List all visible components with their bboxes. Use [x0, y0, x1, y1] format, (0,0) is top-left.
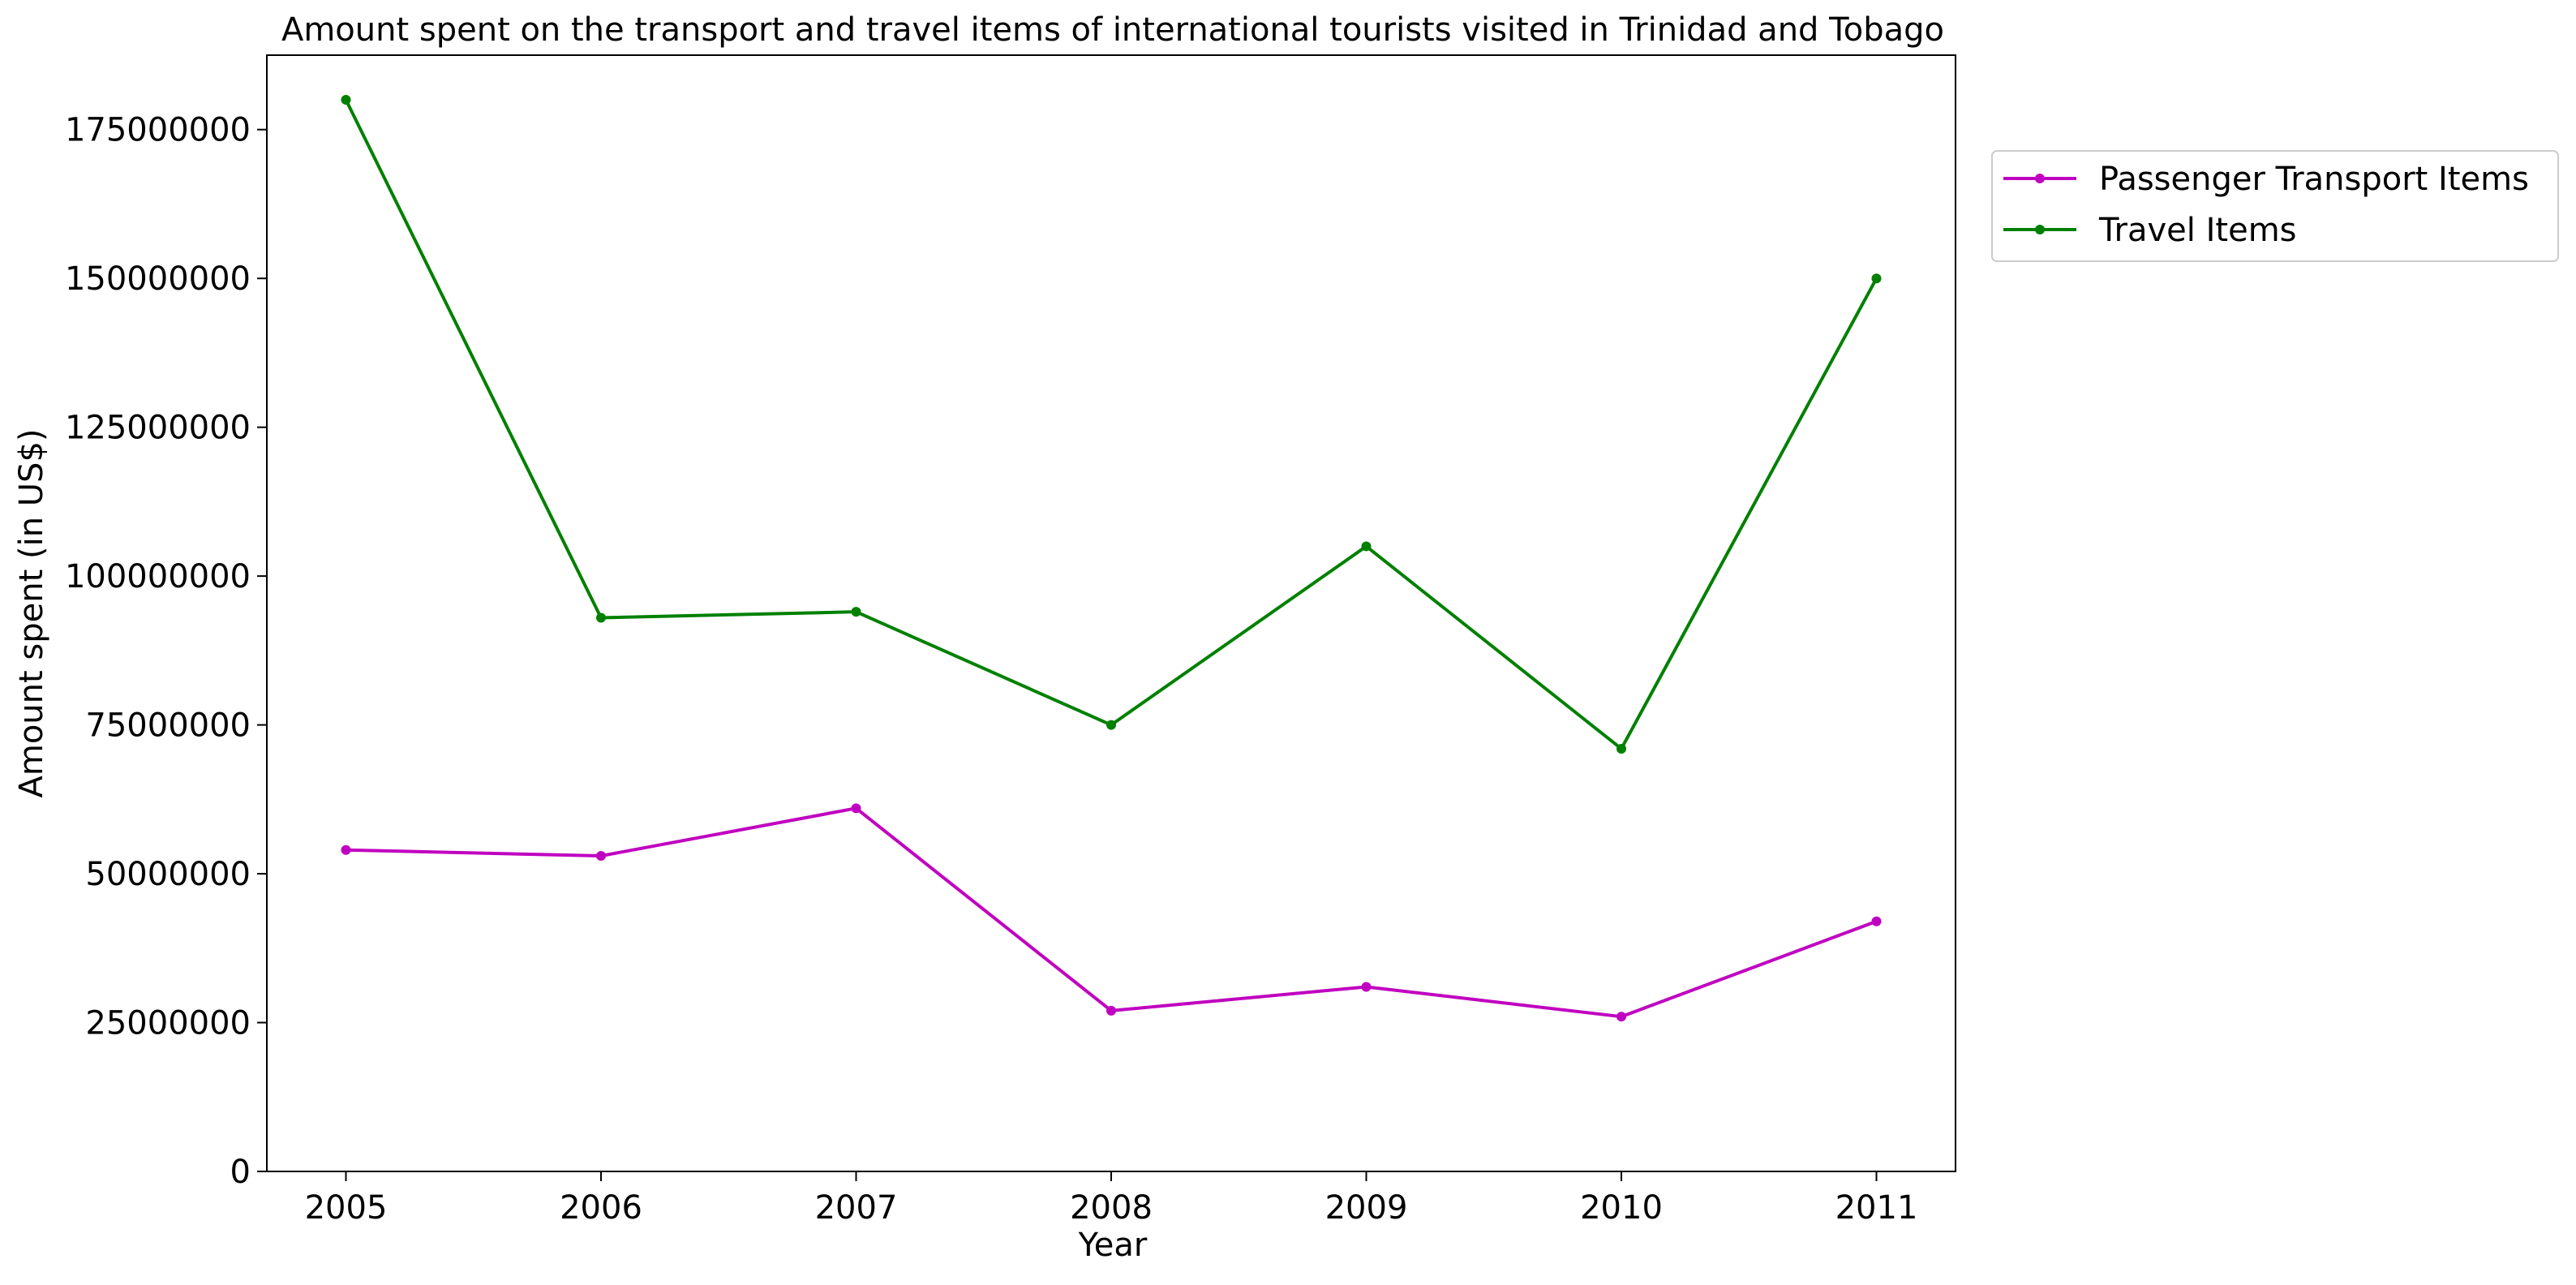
- x-tick-label: 2008: [1070, 1189, 1153, 1227]
- x-axis-label: Year: [1078, 1227, 1148, 1264]
- data-point-travel-items: [1106, 720, 1116, 730]
- data-point-travel-items: [851, 607, 861, 617]
- y-tick-label: 150000000: [65, 260, 251, 298]
- y-tick-label: 175000000: [65, 112, 251, 149]
- y-axis: 0 25000000 50000000 75000000 100000000 125000…: [65, 112, 267, 1191]
- data-point-travel-items: [1361, 541, 1372, 552]
- x-tick-label: 2009: [1325, 1189, 1408, 1227]
- y-tick-label: 100000000: [65, 558, 251, 595]
- y-tick-label: 50000000: [85, 856, 251, 893]
- data-point-passenger-transport-items: [341, 844, 351, 855]
- y-tick-label: 75000000: [85, 707, 251, 745]
- legend-box: [1991, 150, 2559, 262]
- legend-marker-passenger-transport-items: [2035, 174, 2045, 183]
- data-point-passenger-transport-items: [1106, 1005, 1116, 1016]
- x-tick-label: 2007: [815, 1189, 898, 1227]
- y-tick-label: 25000000: [85, 1005, 251, 1042]
- legend: Passenger Transport Items Travel Items: [1991, 150, 2559, 262]
- data-point-passenger-transport-items: [1871, 916, 1882, 926]
- legend-label-passenger-transport-items: Passenger Transport Items: [2099, 161, 2529, 198]
- series-layer: [341, 95, 1882, 1022]
- y-tick-label: 0: [230, 1154, 251, 1191]
- x-tick-label: 2006: [560, 1189, 642, 1227]
- x-tick-label: 2010: [1580, 1189, 1663, 1227]
- data-point-travel-items: [1616, 743, 1627, 754]
- data-point-passenger-transport-items: [851, 803, 861, 814]
- y-tick-label: 125000000: [65, 410, 251, 447]
- data-point-passenger-transport-items: [595, 851, 606, 862]
- x-tick-label: 2005: [305, 1189, 388, 1227]
- legend-marker-travel-items: [2035, 225, 2045, 234]
- legend-label-travel-items: Travel Items: [2098, 212, 2297, 249]
- data-point-passenger-transport-items: [1361, 982, 1372, 992]
- y-axis-label: Amount spent (in US$): [13, 429, 50, 798]
- plot-area: 0 25000000 50000000 75000000 100000000 125000…: [65, 54, 1956, 1227]
- data-point-travel-items: [1871, 273, 1882, 284]
- data-point-passenger-transport-items: [1616, 1012, 1627, 1022]
- chart-title: Amount spent on the transport and travel…: [281, 11, 1944, 49]
- data-point-travel-items: [595, 612, 606, 623]
- data-point-travel-items: [341, 95, 351, 105]
- legend-items: Passenger Transport Items Travel Items: [2003, 161, 2529, 249]
- x-tick-label: 2011: [1835, 1189, 1918, 1227]
- x-axis: 2005 2006 2007 2008 2009 2010 2011: [305, 1171, 1918, 1227]
